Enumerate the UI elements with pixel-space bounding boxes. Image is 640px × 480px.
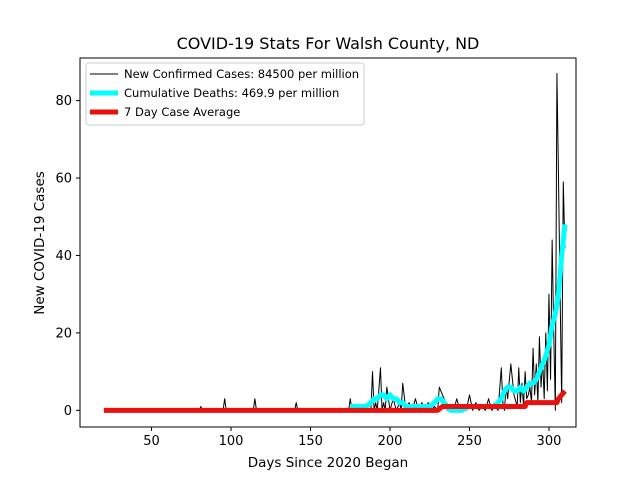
chart-title: COVID-19 Stats For Walsh County, ND (177, 34, 480, 53)
x-tick-label: 150 (298, 434, 323, 449)
y-tick-label: 20 (55, 326, 72, 341)
x-tick-label: 250 (457, 434, 482, 449)
series-group (103, 72, 568, 413)
legend-box (85, 62, 365, 126)
x-axis-label: Days Since 2020 Began (248, 455, 409, 471)
axes: 50 100 150 200 250 300 0 20 40 60 80 (55, 57, 577, 449)
y-tick-label: 40 (55, 249, 72, 264)
y-axis-label: New COVID-19 Cases (32, 171, 48, 315)
x-tick-label: 50 (143, 434, 160, 449)
x-tick-label: 200 (378, 434, 403, 449)
axes-frame (79, 57, 577, 428)
legend-label-2: Cumulative Deaths: 469.9 per million (124, 86, 339, 100)
legend-label-3: 7 Day Case Average (124, 105, 240, 119)
x-tick-label: 300 (537, 434, 562, 449)
legend-label-1: New Confirmed Cases: 84500 per million (124, 67, 359, 81)
y-tick-label: 60 (55, 172, 72, 187)
y-tick-label: 0 (64, 404, 72, 419)
series-line-3 (103, 389, 567, 413)
x-tick-label: 100 (219, 434, 244, 449)
plot-area (103, 72, 568, 413)
legend: New Confirmed Cases: 84500 per million Cu… (85, 62, 365, 126)
y-tick-label: 80 (55, 94, 72, 109)
